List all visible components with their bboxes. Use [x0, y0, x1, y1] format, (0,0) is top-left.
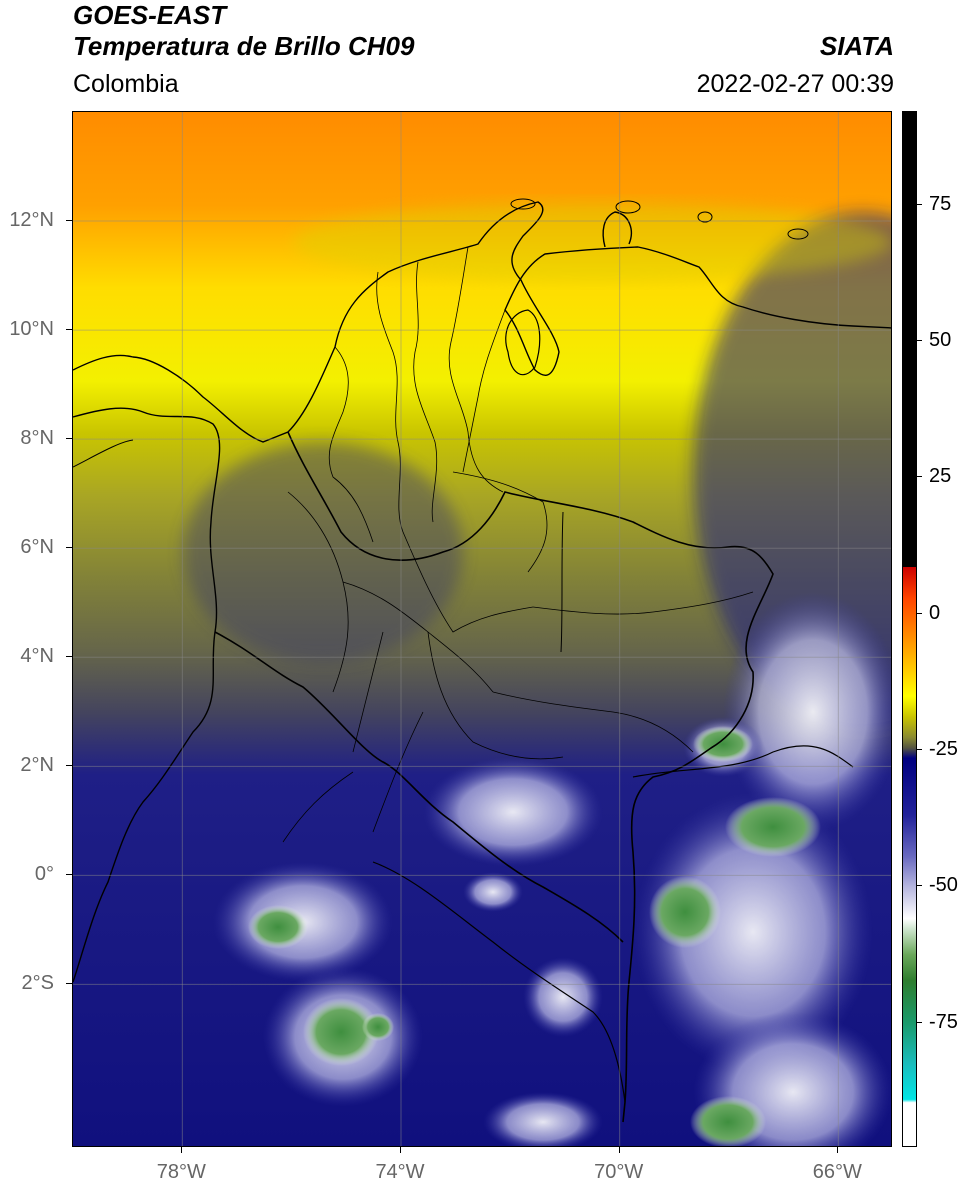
lake-maracaibo	[505, 309, 541, 376]
colorbar-tick-mark	[917, 476, 922, 478]
satellite-map[interactable]	[72, 111, 892, 1147]
border-colombia	[287, 431, 774, 1123]
colorbar-tick-label: -75	[929, 1010, 958, 1033]
lon-tick-label: 74°W	[375, 1161, 425, 1183]
satellite-title: GOES-EAST	[73, 0, 227, 30]
colorbar-tick-mark	[917, 203, 922, 205]
lat-tick-mark	[66, 874, 72, 876]
border-colombia-south	[214, 631, 624, 943]
lon-tick-label: 78°W	[156, 1161, 206, 1183]
colorbar-tick-mark	[917, 1021, 922, 1023]
colorbar-tick-mark	[917, 612, 922, 614]
lat-tick-mark	[66, 547, 72, 549]
lat-tick-label: 0°	[34, 863, 54, 886]
colorbar-tick-label: 0	[929, 601, 941, 624]
lon-tick-mark	[837, 1147, 839, 1153]
lat-tick-label: 4°N	[20, 645, 54, 668]
product-title: Temperatura de Brillo CH09	[73, 31, 415, 61]
lon-tick-mark	[181, 1147, 183, 1153]
lat-tick-label: 2°N	[20, 754, 54, 777]
colorbar-tick-label: -25	[929, 737, 958, 760]
lon-tick-mark	[400, 1147, 401, 1153]
lat-tick-mark	[66, 329, 72, 331]
colorbar-tick-label: 25	[929, 465, 952, 488]
border-peru	[372, 861, 626, 1103]
cold-cloud-cores	[248, 726, 821, 1146]
department-boundaries	[282, 246, 754, 843]
colorbar	[902, 111, 917, 1147]
graticule	[73, 112, 891, 1146]
lon-tick-label: 70°W	[594, 1161, 644, 1183]
organization-label: SIATA	[819, 31, 894, 61]
colorbar-tick-label: 75	[929, 192, 952, 215]
colorbar-tick-mark	[917, 340, 922, 341]
cloud-systems	[213, 592, 891, 1146]
lat-tick-mark	[66, 220, 72, 222]
lat-tick-mark	[66, 656, 72, 658]
lat-tick-mark	[66, 438, 72, 440]
region-label: Colombia	[73, 70, 179, 98]
lon-tick-mark	[618, 1147, 620, 1153]
lon-tick-label: 66°W	[812, 1161, 862, 1183]
lat-tick-label: 6°N	[20, 536, 54, 559]
coastline-north	[73, 201, 891, 443]
lat-tick-mark	[66, 765, 72, 767]
lat-tick-label: 2°S	[21, 972, 54, 995]
colorbar-tick-mark	[917, 748, 922, 750]
datetime-label: 2022-02-27 00:39	[696, 70, 894, 98]
colorbar-tick-mark	[917, 885, 922, 887]
colorbar-tick-label: 50	[929, 329, 952, 351]
lat-tick-label: 10°N	[9, 318, 54, 341]
colorbar-tick-label: -50	[929, 874, 958, 897]
lat-tick-label: 12°N	[9, 209, 54, 232]
lat-tick-mark	[66, 983, 72, 985]
map-svg	[73, 112, 891, 1146]
lat-tick-label: 8°N	[20, 427, 54, 450]
